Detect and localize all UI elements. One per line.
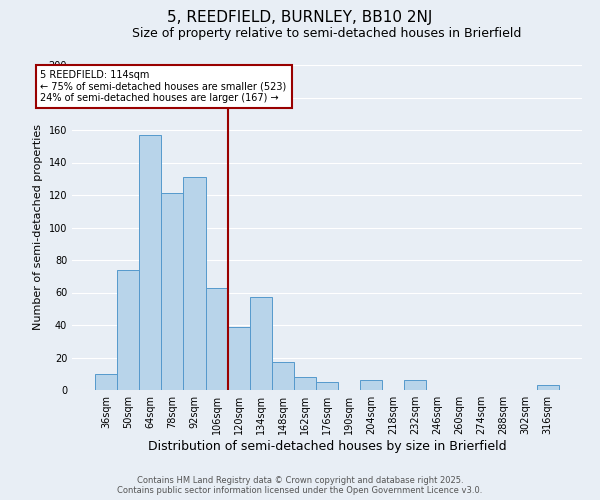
Text: Contains HM Land Registry data © Crown copyright and database right 2025.
Contai: Contains HM Land Registry data © Crown c… bbox=[118, 476, 482, 495]
Bar bbox=[360, 380, 382, 390]
Y-axis label: Number of semi-detached properties: Number of semi-detached properties bbox=[33, 124, 43, 330]
Bar bbox=[95, 374, 117, 390]
Bar bbox=[250, 298, 272, 390]
X-axis label: Distribution of semi-detached houses by size in Brierfield: Distribution of semi-detached houses by … bbox=[148, 440, 506, 453]
Bar bbox=[161, 194, 184, 390]
Bar bbox=[139, 135, 161, 390]
Bar bbox=[294, 377, 316, 390]
Text: 5 REEDFIELD: 114sqm
← 75% of semi-detached houses are smaller (523)
24% of semi-: 5 REEDFIELD: 114sqm ← 75% of semi-detach… bbox=[40, 70, 287, 103]
Bar bbox=[316, 382, 338, 390]
Text: 5, REEDFIELD, BURNLEY, BB10 2NJ: 5, REEDFIELD, BURNLEY, BB10 2NJ bbox=[167, 10, 433, 25]
Title: Size of property relative to semi-detached houses in Brierfield: Size of property relative to semi-detach… bbox=[133, 27, 521, 40]
Bar bbox=[272, 362, 294, 390]
Bar bbox=[537, 385, 559, 390]
Bar bbox=[206, 288, 227, 390]
Bar bbox=[227, 326, 250, 390]
Bar bbox=[117, 270, 139, 390]
Bar bbox=[184, 177, 206, 390]
Bar bbox=[404, 380, 427, 390]
